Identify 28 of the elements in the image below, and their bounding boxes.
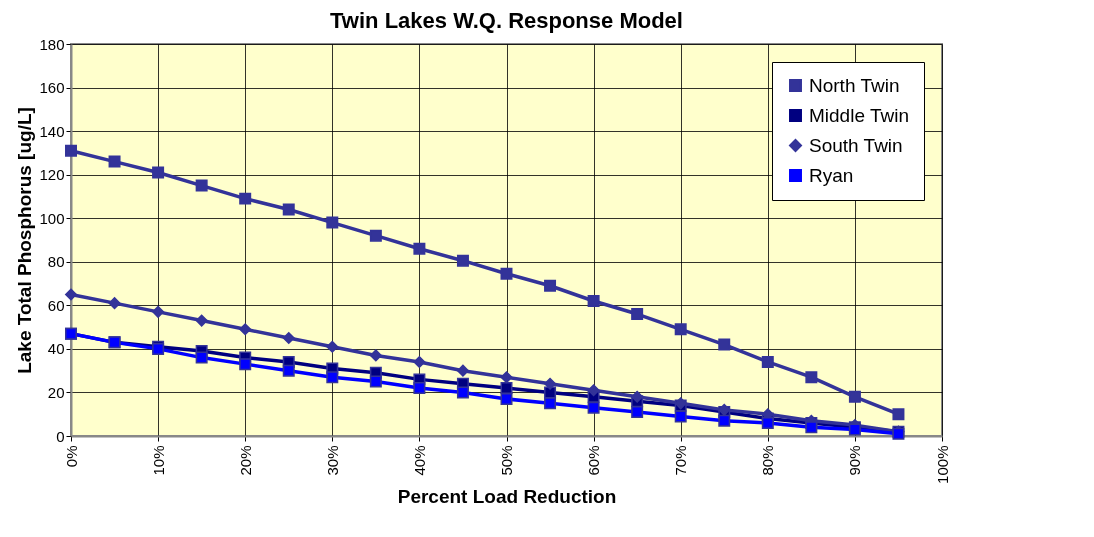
- y-tick-label: 0: [56, 427, 65, 445]
- x-tick-label: 30%: [323, 445, 341, 476]
- y-tick-label: 80: [47, 253, 65, 271]
- y-tick-label: 100: [39, 209, 65, 227]
- x-tick-label: 50%: [498, 445, 515, 476]
- x-tick-label: 90%: [846, 445, 864, 476]
- y-tick-label: 160: [39, 79, 65, 97]
- y-tick-label: 20: [47, 383, 65, 401]
- y-tick-label: 40: [47, 340, 65, 358]
- x-tick-label: 20%: [236, 445, 254, 476]
- legend-label: Ryan: [809, 164, 854, 186]
- legend-label: Middle Twin: [809, 104, 909, 126]
- x-tick-label: 60%: [585, 445, 603, 476]
- y-tick-label: 120: [39, 166, 65, 184]
- x-axis-title: Percent Load Reduction: [397, 485, 617, 507]
- y-tick-label: 140: [39, 122, 65, 140]
- y-tick-label: 180: [39, 35, 65, 53]
- legend-label: South Twin: [809, 134, 903, 156]
- x-tick-label: 70%: [672, 445, 690, 476]
- chart-title: Twin Lakes W.Q. Response Model: [330, 8, 683, 33]
- x-tick-label: 40%: [410, 445, 428, 476]
- legend-label: North Twin: [809, 74, 900, 96]
- x-tick-label: 100%: [933, 445, 951, 484]
- y-tick-label: 60: [47, 296, 65, 314]
- x-tick-label: 0%: [62, 445, 80, 468]
- x-tick-label: 80%: [759, 445, 777, 476]
- x-tick-label: 10%: [149, 445, 167, 476]
- y-axis-title: Lake Total Phosphorus [ug/L]: [14, 107, 36, 374]
